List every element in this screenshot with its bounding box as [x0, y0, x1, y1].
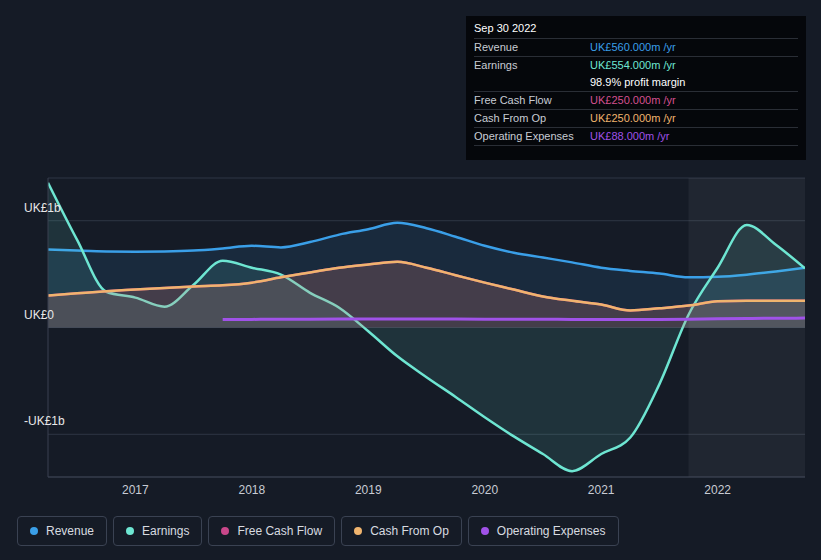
svg-text:UK£1b: UK£1b [24, 201, 61, 215]
html-text:Cash From Op: Cash From Op [370, 524, 449, 538]
html-text:Earnings: Earnings [474, 59, 518, 71]
svg-text:2020: 2020 [471, 483, 498, 497]
html-text:UK£554.000m /yr: UK£554.000m /yr [590, 59, 676, 71]
html-text:UK£250.000m /yr: UK£250.000m /yr [590, 94, 676, 106]
html-text:Operating Expenses: Operating Expenses [474, 130, 574, 142]
html-text:Revenue: Revenue [474, 41, 518, 53]
svg-text:2018: 2018 [238, 483, 265, 497]
html-text:UK£88.000m /yr: UK£88.000m /yr [590, 130, 670, 142]
html-text:Earnings: Earnings [142, 524, 190, 538]
svg-text:2019: 2019 [355, 483, 382, 497]
svg-text:-UK£1b: -UK£1b [24, 414, 65, 428]
svg-text:UK£0: UK£0 [24, 308, 54, 322]
html-text:Sep 30 2022: Sep 30 2022 [474, 22, 537, 34]
html-text:Free Cash Flow: Free Cash Flow [237, 524, 323, 538]
html-text:UK£560.000m /yr: UK£560.000m /yr [590, 41, 676, 53]
svg-text:2017: 2017 [122, 483, 149, 497]
html-text:Operating Expenses: Operating Expenses [496, 524, 606, 538]
html-text:Revenue: Revenue [46, 524, 94, 538]
html-text:Free Cash Flow: Free Cash Flow [474, 94, 552, 106]
html-text:UK£250.000m /yr: UK£250.000m /yr [590, 112, 676, 124]
svg-text:2021: 2021 [588, 483, 615, 497]
svg-text:2022: 2022 [704, 483, 731, 497]
html-text:98.9% profit margin: 98.9% profit margin [590, 76, 686, 88]
html-text:Cash From Op: Cash From Op [474, 112, 547, 124]
